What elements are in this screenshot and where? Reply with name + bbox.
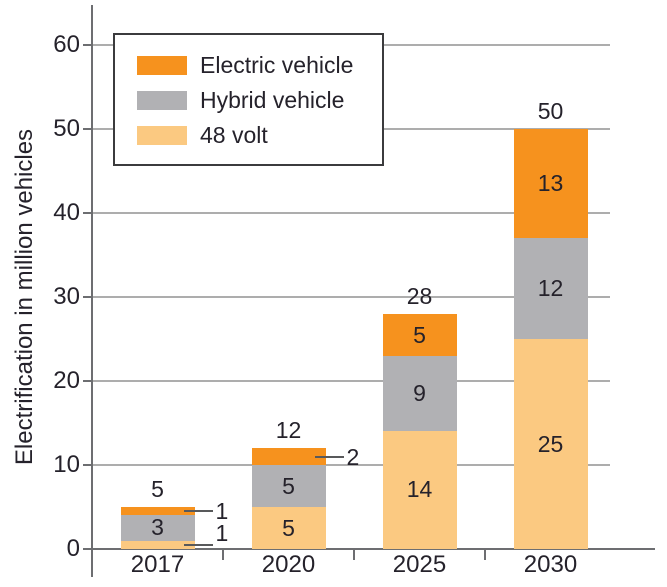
legend-swatch-48-volt — [137, 126, 187, 145]
bar-segment-label: 5 — [282, 473, 295, 499]
y-axis-tick-label-30: 30 — [53, 283, 80, 310]
gridline — [92, 464, 610, 466]
bar-segment-label: 9 — [413, 379, 426, 406]
bar-segment-2025-48-volt — [382, 431, 457, 549]
y-axis-tick-label-20: 20 — [53, 367, 80, 394]
x-axis-line — [91, 548, 655, 550]
bar-segment-2020-hybrid-vehicle — [251, 465, 326, 507]
bar-segment-label: 25 — [537, 431, 564, 457]
y-axis-tick — [83, 212, 93, 214]
y-axis-tick — [83, 128, 93, 130]
bar-segment-label: 3 — [151, 514, 164, 541]
bar-segment-2020-48-volt — [251, 507, 326, 549]
callout-line — [314, 455, 344, 458]
bar-total-label: 28 — [406, 282, 433, 309]
bar-segment-2020-electric-vehicle — [251, 448, 326, 465]
legend-label: 48 volt — [200, 122, 268, 148]
bar-segment-2025-hybrid-vehicle — [382, 355, 457, 432]
callout-label: 2 — [346, 443, 360, 470]
legend: Electric vehicle Hybrid vehicle 48 volt — [113, 33, 384, 166]
gridline — [92, 380, 610, 382]
y-axis-line — [91, 5, 93, 577]
legend-swatch-electric-vehicle — [137, 56, 187, 75]
bar-segment-label: 5 — [282, 515, 295, 541]
bar-segment-2030-48-volt — [513, 339, 588, 549]
gridline — [92, 296, 610, 298]
callout-label: 1 — [215, 498, 229, 525]
y-axis-tick — [83, 44, 93, 46]
gridline — [92, 212, 610, 214]
bar-total-label: 5 — [151, 476, 164, 502]
x-axis-label-2020: 2020 — [261, 551, 316, 578]
bar-segment-label: 12 — [537, 275, 564, 302]
y-axis-tick-label-60: 60 — [53, 31, 80, 58]
y-axis-tick — [83, 296, 93, 298]
bar-segment-label: 13 — [537, 170, 564, 196]
bar-segment-2030-hybrid-vehicle — [513, 238, 588, 339]
bar-segment-2017-48-volt — [120, 540, 195, 549]
bar-segment-label: 14 — [406, 476, 433, 503]
bar-segment-2017-electric-vehicle — [120, 507, 195, 516]
y-axis-tick-label-50: 50 — [53, 115, 80, 142]
callout-line — [183, 510, 213, 513]
y-axis-tick — [83, 464, 93, 466]
x-axis-label-2025: 2025 — [392, 551, 447, 578]
y-axis-tick — [83, 548, 93, 550]
x-axis-divider-tick — [222, 549, 224, 560]
callout-line — [183, 543, 213, 546]
bar-segment-label: 5 — [413, 321, 426, 348]
bar-total-label: 50 — [537, 98, 564, 124]
x-axis-label-2017: 2017 — [130, 551, 185, 578]
y-axis-tick-label-40: 40 — [53, 199, 80, 226]
x-axis-divider-tick — [484, 549, 486, 560]
legend-swatch-hybrid-vehicle — [137, 91, 187, 110]
y-axis-tick-label-10: 10 — [53, 451, 80, 478]
legend-label: Hybrid vehicle — [200, 87, 345, 113]
bar-total-label: 12 — [275, 417, 302, 444]
x-axis-divider-tick — [353, 549, 355, 560]
legend-item-48-volt: 48 volt — [115, 118, 382, 153]
x-axis-label-2030: 2030 — [523, 551, 578, 578]
callout-label: 1 — [215, 520, 229, 546]
y-axis-tick — [83, 380, 93, 382]
bar-segment-2030-electric-vehicle — [513, 129, 588, 239]
legend-label: Electric vehicle — [200, 52, 354, 78]
y-axis-tick-label-0: 0 — [66, 535, 80, 562]
legend-item-electric-vehicle: Electric vehicle — [115, 48, 382, 83]
bar-segment-2025-electric-vehicle — [382, 313, 457, 356]
legend-item-hybrid-vehicle: Hybrid vehicle — [115, 83, 382, 118]
bar-segment-2017-hybrid-vehicle — [120, 515, 195, 541]
